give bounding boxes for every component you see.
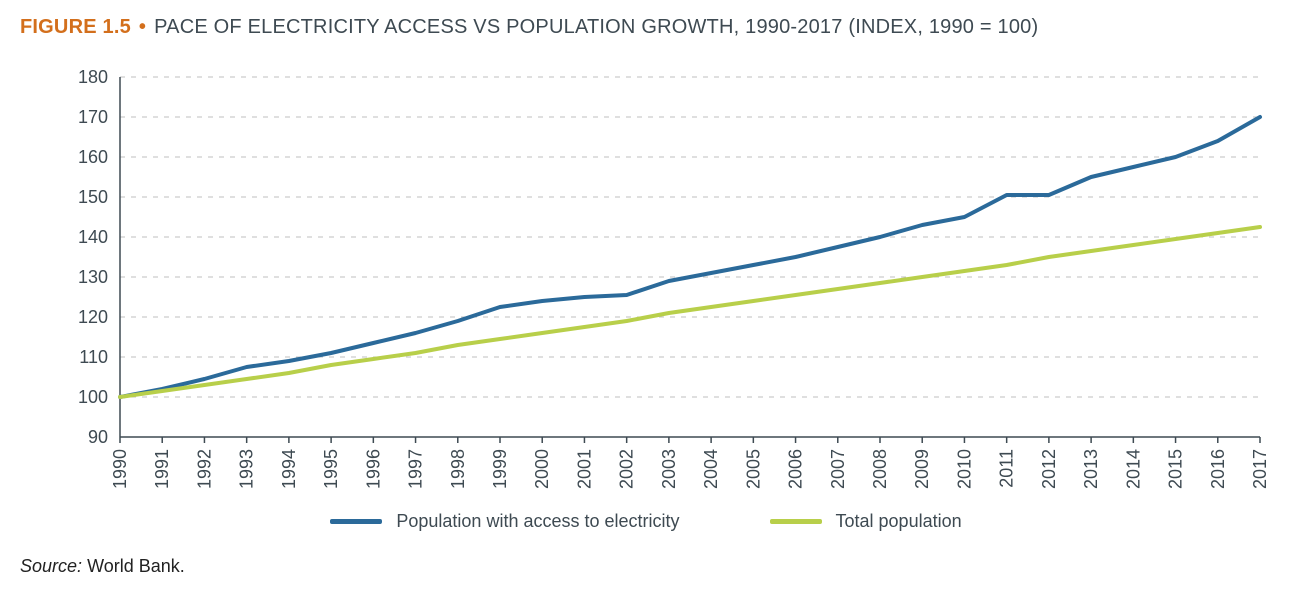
- figure-label: FIGURE 1.5: [20, 16, 131, 39]
- x-tick-label: 2009: [912, 449, 932, 489]
- x-tick-label: 2007: [828, 449, 848, 489]
- x-tick-label: 1995: [321, 449, 341, 489]
- figure-title: PACE OF ELECTRICITY ACCESS VS POPULATION…: [154, 16, 1038, 39]
- series-electricity-access: [120, 117, 1260, 397]
- x-tick-label: 1993: [237, 449, 257, 489]
- figure-source: Source: World Bank.: [20, 556, 1272, 577]
- y-tick-label: 90: [88, 427, 108, 447]
- x-tick-label: 1996: [363, 449, 383, 489]
- y-tick-label: 130: [78, 267, 108, 287]
- figure-bullet: •: [137, 16, 148, 39]
- line-chart: 90 100 110 120 130 140 150 160 170 180 1990 1991 199…: [20, 67, 1272, 497]
- x-tick-label: 1999: [490, 449, 510, 489]
- y-tick-label: 100: [78, 387, 108, 407]
- x-tick-label: 2008: [870, 449, 890, 489]
- x-tick-label: 2016: [1208, 449, 1228, 489]
- x-tick-label: 1990: [110, 449, 130, 489]
- figure-heading: FIGURE 1.5 • PACE OF ELECTRICITY ACCESS …: [20, 16, 1272, 39]
- x-tick-label: 2004: [701, 449, 721, 489]
- x-tick-label: 1992: [194, 449, 214, 489]
- y-tick-label: 120: [78, 307, 108, 327]
- legend-label-population: Total population: [836, 511, 962, 532]
- x-tick-label: 2010: [954, 449, 974, 489]
- x-tick-label: 1998: [448, 449, 468, 489]
- y-tick-label: 150: [78, 187, 108, 207]
- x-tick-label: 1994: [279, 449, 299, 489]
- y-tick-label: 160: [78, 147, 108, 167]
- x-tick-label: 2001: [574, 449, 594, 489]
- x-tick-label: 1997: [406, 449, 426, 489]
- legend-item-electricity: Population with access to electricity: [330, 511, 679, 532]
- y-tick-label: 110: [79, 347, 108, 367]
- x-tick-label: 2005: [743, 449, 763, 489]
- x-tick-label: 2012: [1039, 449, 1059, 489]
- x-tick-label: 2003: [659, 449, 679, 489]
- x-tick-label: 2002: [617, 449, 637, 489]
- x-tick-label: 1991: [152, 449, 172, 489]
- x-tick-label: 2015: [1166, 449, 1186, 489]
- series-total-population: [120, 227, 1260, 397]
- legend-swatch-population: [770, 519, 822, 524]
- legend-label-electricity: Population with access to electricity: [396, 511, 679, 532]
- chart-container: 90 100 110 120 130 140 150 160 170 180 1990 1991 199…: [20, 67, 1272, 497]
- x-tick-label: 2000: [532, 449, 552, 489]
- x-tick-label: 2013: [1081, 449, 1101, 489]
- chart-legend: Population with access to electricity To…: [20, 511, 1272, 532]
- y-tick-label: 180: [78, 67, 108, 87]
- source-prefix: Source:: [20, 556, 82, 576]
- x-tick-label: 2006: [786, 449, 806, 489]
- source-text: World Bank.: [87, 556, 185, 576]
- x-tick-label: 2017: [1250, 449, 1270, 489]
- y-tick-label: 140: [78, 227, 108, 247]
- y-tick-label: 170: [78, 107, 108, 127]
- legend-item-population: Total population: [770, 511, 962, 532]
- x-tick-label: 2014: [1123, 449, 1143, 489]
- x-tick-label: 2011: [997, 449, 1017, 488]
- legend-swatch-electricity: [330, 519, 382, 524]
